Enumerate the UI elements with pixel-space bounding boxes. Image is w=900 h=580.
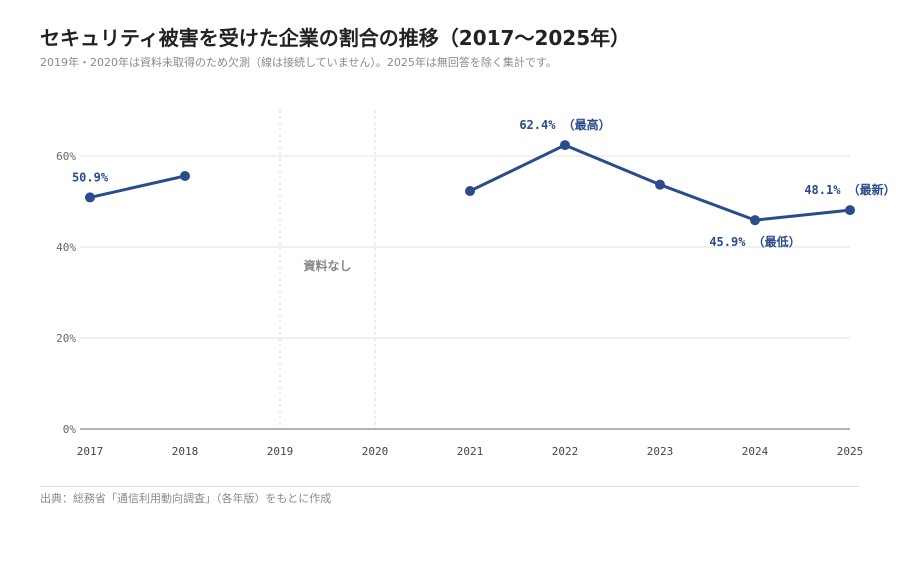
x-tick-label: 2021 — [457, 445, 484, 458]
data-label: 48.1% （最新） — [804, 182, 895, 197]
data-label: 45.9% （最低） — [709, 234, 800, 249]
chart-subtitle: 2019年・2020年は資料未取得のため欠測（線は接続していません）。2025年… — [40, 56, 557, 69]
y-tick-label: 20% — [56, 332, 76, 345]
data-label: 50.9% — [72, 170, 109, 184]
data-point — [655, 179, 665, 190]
x-tick-label: 2020 — [362, 445, 389, 458]
chart-title: セキュリティ被害を受けた企業の割合の推移（2017〜2025年） — [40, 26, 631, 50]
y-tick-label: 60% — [56, 150, 76, 163]
footer-divider — [40, 486, 860, 487]
x-tick-label: 2022 — [552, 445, 579, 458]
data-point — [560, 140, 570, 151]
data-point — [750, 215, 760, 226]
data-point — [845, 205, 855, 216]
x-tick-label: 2025 — [837, 445, 864, 458]
x-tick-label: 2024 — [742, 445, 769, 458]
missing-data-label: 資料なし — [303, 258, 351, 273]
y-tick-label: 40% — [56, 241, 76, 254]
data-point — [85, 192, 95, 203]
x-tick-label: 2018 — [172, 445, 199, 458]
y-tick-label: 0% — [63, 423, 77, 436]
data-label: 62.4% （最高） — [519, 117, 610, 132]
series-line — [88, 174, 187, 199]
source-note: 出典：総務省「通信利用動向調査」（各年版）をもとに作成 — [40, 492, 332, 505]
x-tick-label: 2017 — [77, 445, 104, 458]
x-tick-label: 2023 — [647, 445, 674, 458]
data-point — [465, 186, 475, 197]
x-tick-label: 2019 — [267, 445, 294, 458]
data-point — [180, 171, 190, 182]
